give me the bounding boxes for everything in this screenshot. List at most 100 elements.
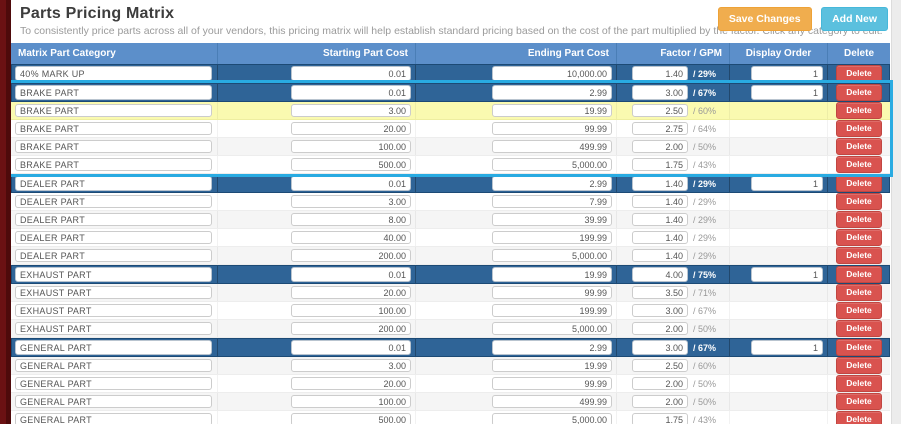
category-input[interactable] [15, 213, 212, 226]
category-input[interactable] [15, 377, 212, 390]
ending-cost-input[interactable] [492, 322, 612, 335]
starting-cost-input[interactable] [291, 304, 411, 317]
ending-cost-input[interactable] [492, 104, 612, 117]
ending-cost-input[interactable] [492, 359, 612, 372]
starting-cost-input[interactable] [291, 85, 411, 100]
starting-cost-input[interactable] [291, 122, 411, 135]
factor-input[interactable] [632, 85, 688, 100]
factor-input[interactable] [632, 231, 688, 244]
factor-input[interactable] [632, 340, 688, 355]
delete-button[interactable]: Delete [836, 175, 882, 192]
ending-cost-input[interactable] [492, 286, 612, 299]
factor-input[interactable] [632, 359, 688, 372]
starting-cost-input[interactable] [291, 249, 411, 262]
display-order-input[interactable] [751, 66, 823, 81]
delete-button[interactable]: Delete [836, 320, 882, 337]
factor-input[interactable] [632, 249, 688, 262]
category-input[interactable] [15, 304, 212, 317]
display-order-input[interactable] [751, 85, 823, 100]
delete-button[interactable]: Delete [836, 211, 882, 228]
starting-cost-input[interactable] [291, 413, 411, 424]
category-input[interactable] [15, 176, 212, 191]
factor-input[interactable] [632, 195, 688, 208]
ending-cost-input[interactable] [492, 231, 612, 244]
ending-cost-input[interactable] [492, 249, 612, 262]
category-input[interactable] [15, 85, 212, 100]
delete-button[interactable]: Delete [836, 120, 882, 137]
delete-button[interactable]: Delete [836, 138, 882, 155]
ending-cost-input[interactable] [492, 395, 612, 408]
factor-input[interactable] [632, 286, 688, 299]
factor-input[interactable] [632, 395, 688, 408]
delete-button[interactable]: Delete [836, 375, 882, 392]
category-input[interactable] [15, 66, 212, 81]
starting-cost-input[interactable] [291, 322, 411, 335]
delete-button[interactable]: Delete [836, 84, 882, 101]
category-input[interactable] [15, 104, 212, 117]
category-input[interactable] [15, 413, 212, 424]
category-input[interactable] [15, 231, 212, 244]
ending-cost-input[interactable] [492, 66, 612, 81]
starting-cost-input[interactable] [291, 140, 411, 153]
factor-input[interactable] [632, 413, 688, 424]
category-input[interactable] [15, 122, 212, 135]
starting-cost-input[interactable] [291, 195, 411, 208]
factor-input[interactable] [632, 122, 688, 135]
category-input[interactable] [15, 286, 212, 299]
factor-input[interactable] [632, 322, 688, 335]
starting-cost-input[interactable] [291, 267, 411, 282]
ending-cost-input[interactable] [492, 304, 612, 317]
category-input[interactable] [15, 140, 212, 153]
category-input[interactable] [15, 195, 212, 208]
factor-input[interactable] [632, 377, 688, 390]
delete-button[interactable]: Delete [836, 65, 882, 82]
delete-button[interactable]: Delete [836, 247, 882, 264]
ending-cost-input[interactable] [492, 377, 612, 390]
ending-cost-input[interactable] [492, 176, 612, 191]
display-order-input[interactable] [751, 176, 823, 191]
category-input[interactable] [15, 267, 212, 282]
category-input[interactable] [15, 322, 212, 335]
factor-input[interactable] [632, 213, 688, 226]
delete-button[interactable]: Delete [836, 339, 882, 356]
factor-input[interactable] [632, 140, 688, 153]
factor-input[interactable] [632, 176, 688, 191]
ending-cost-input[interactable] [492, 122, 612, 135]
factor-input[interactable] [632, 267, 688, 282]
delete-button[interactable]: Delete [836, 229, 882, 246]
delete-button[interactable]: Delete [836, 193, 882, 210]
ending-cost-input[interactable] [492, 158, 612, 171]
starting-cost-input[interactable] [291, 340, 411, 355]
ending-cost-input[interactable] [492, 213, 612, 226]
display-order-input[interactable] [751, 267, 823, 282]
delete-button[interactable]: Delete [836, 357, 882, 374]
ending-cost-input[interactable] [492, 85, 612, 100]
starting-cost-input[interactable] [291, 377, 411, 390]
starting-cost-input[interactable] [291, 395, 411, 408]
ending-cost-input[interactable] [492, 413, 612, 424]
category-input[interactable] [15, 249, 212, 262]
scrollbar-track[interactable] [891, 0, 901, 424]
category-input[interactable] [15, 395, 212, 408]
ending-cost-input[interactable] [492, 340, 612, 355]
starting-cost-input[interactable] [291, 176, 411, 191]
factor-input[interactable] [632, 66, 688, 81]
starting-cost-input[interactable] [291, 158, 411, 171]
starting-cost-input[interactable] [291, 213, 411, 226]
factor-input[interactable] [632, 304, 688, 317]
save-changes-button[interactable]: Save Changes [717, 7, 812, 31]
starting-cost-input[interactable] [291, 66, 411, 81]
delete-button[interactable]: Delete [836, 102, 882, 119]
category-input[interactable] [15, 158, 212, 171]
delete-button[interactable]: Delete [836, 393, 882, 410]
delete-button[interactable]: Delete [836, 302, 882, 319]
factor-input[interactable] [632, 104, 688, 117]
starting-cost-input[interactable] [291, 104, 411, 117]
starting-cost-input[interactable] [291, 286, 411, 299]
delete-button[interactable]: Delete [836, 411, 882, 424]
add-new-button[interactable]: Add New [821, 7, 888, 31]
factor-input[interactable] [632, 158, 688, 171]
delete-button[interactable]: Delete [836, 266, 882, 283]
delete-button[interactable]: Delete [836, 284, 882, 301]
starting-cost-input[interactable] [291, 359, 411, 372]
